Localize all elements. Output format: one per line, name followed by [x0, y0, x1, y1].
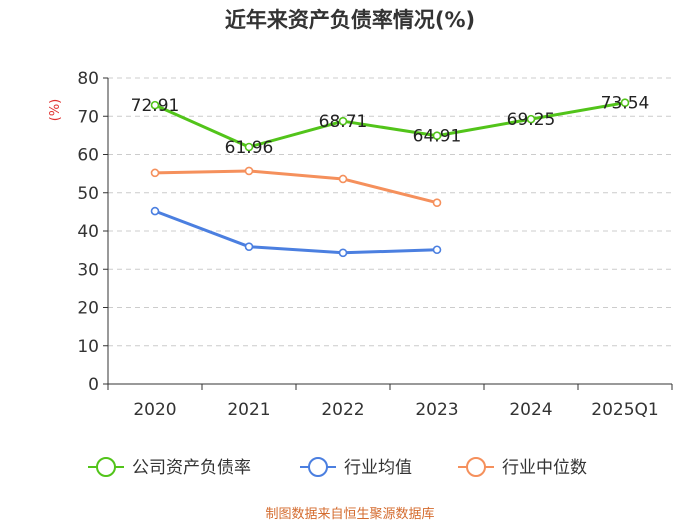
x-tick-label: 2025Q1 — [591, 400, 658, 420]
legend-item-2: 行业中位数 — [458, 457, 587, 478]
series-line — [153, 209, 439, 255]
data-point — [620, 98, 630, 108]
x-tick-label: 2022 — [321, 400, 364, 420]
data-point — [244, 242, 254, 251]
data-label: 72.91 — [131, 96, 180, 116]
series-lines — [150, 98, 630, 258]
data-point — [150, 206, 160, 216]
y-tick-label: 60 — [77, 146, 99, 166]
series-line — [153, 169, 439, 205]
y-tick-label: 50 — [77, 184, 99, 204]
data-point — [150, 168, 160, 178]
y-tick-label: 70 — [77, 107, 99, 127]
series-1 — [150, 206, 442, 258]
x-tick-label: 2021 — [227, 400, 270, 420]
x-tick-label: 2023 — [415, 400, 458, 420]
data-label: 64.91 — [413, 127, 462, 147]
y-tick-label: 30 — [77, 260, 99, 280]
chart-title: 近年来资产负债率情况(%) — [225, 8, 475, 32]
axes: 0 10 20 30 40 50 60 70 80 2020 2021 2022 2023 2024 202… — [77, 69, 673, 420]
data-label: 73.54 — [601, 94, 650, 114]
data-label: 69.25 — [507, 110, 556, 130]
legend-label: 行业均值 — [344, 458, 412, 478]
series-2 — [150, 166, 442, 207]
legend-label: 公司资产负债率 — [132, 458, 251, 478]
x-tick-label: 2020 — [133, 400, 176, 420]
data-label: 61.96 — [225, 138, 274, 158]
y-axis-unit-label: (%) — [48, 99, 63, 122]
data-point — [526, 114, 536, 124]
data-point — [432, 131, 442, 141]
legend-item-1: 行业均值 — [300, 457, 412, 478]
data-point — [244, 166, 254, 176]
series-line — [153, 101, 627, 149]
legend-marker — [466, 457, 486, 477]
data-labels: 72.91 61.96 68.71 64.91 69.25 73.54 — [131, 94, 650, 158]
data-label: 68.71 — [319, 112, 368, 132]
series-0 — [150, 98, 630, 152]
data-source-footer: 制图数据来自恒生聚源数据库 — [265, 506, 434, 522]
y-tick-label: 20 — [77, 299, 99, 319]
data-point — [432, 245, 442, 255]
x-tick-label: 2024 — [509, 400, 552, 420]
data-point — [338, 174, 348, 184]
y-tick-label: 0 — [88, 375, 99, 395]
legend-marker — [96, 457, 116, 477]
y-tick-label: 40 — [77, 222, 99, 242]
legend-marker — [308, 457, 328, 477]
data-point — [338, 116, 348, 126]
legend: 公司资产负债率 行业均值 行业中位数 — [88, 457, 587, 478]
grid — [108, 77, 672, 347]
data-point — [244, 142, 254, 152]
legend-item-0: 公司资产负债率 — [88, 457, 251, 478]
data-point — [338, 248, 348, 258]
data-point — [432, 198, 442, 207]
legend-label: 行业中位数 — [502, 458, 587, 478]
y-tick-label: 80 — [77, 69, 99, 89]
y-tick-label: 10 — [77, 337, 99, 357]
data-point — [150, 100, 160, 110]
